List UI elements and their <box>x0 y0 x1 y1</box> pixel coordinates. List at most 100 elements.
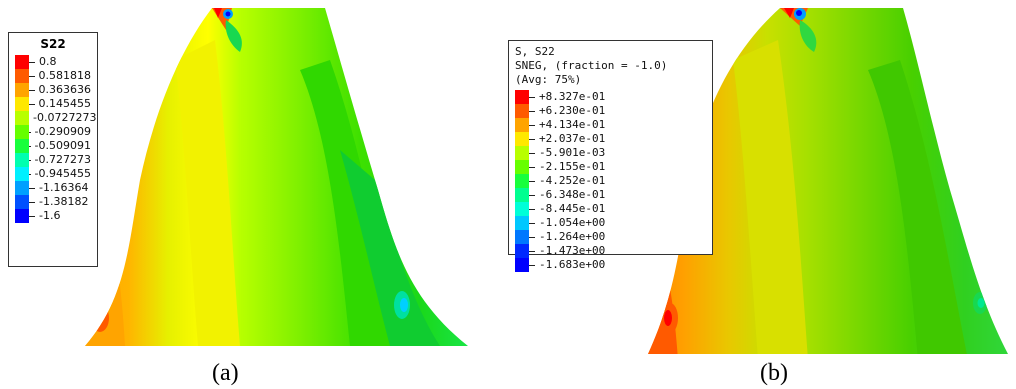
contour-plot-a <box>85 8 468 346</box>
legend-tick <box>529 96 535 98</box>
legend-swatch <box>15 55 29 69</box>
legend-entry: -1.683e+00 <box>515 258 706 272</box>
legend-swatch <box>515 132 529 146</box>
legend-entry: +8.327e-01 <box>515 90 706 104</box>
legend-tick <box>29 187 35 189</box>
legend-value: 0.363636 <box>38 83 92 96</box>
legend-swatch <box>15 83 29 97</box>
legend-value: -8.445e-01 <box>539 202 606 215</box>
legend-entry: -1.054e+00 <box>515 216 706 230</box>
legend-entry: -1.16364 <box>15 181 91 195</box>
legend-tick <box>29 89 35 91</box>
legend-value: -0.290909 <box>34 125 91 138</box>
legend-tick <box>529 194 535 196</box>
caption-b: (b) <box>760 360 788 386</box>
legend-tick <box>529 166 535 168</box>
legend-entry: +4.134e-01 <box>515 118 706 132</box>
legend-entry: -0.290909 <box>15 125 91 139</box>
legend-entry: -1.264e+00 <box>515 230 706 244</box>
legend-value: +8.327e-01 <box>539 90 606 103</box>
legend-value: -2.155e-01 <box>539 160 606 173</box>
legend-swatch <box>515 216 529 230</box>
legend-swatch <box>515 118 529 132</box>
legend-value: 0.8 <box>39 55 57 68</box>
legend-value: -6.348e-01 <box>539 188 606 201</box>
legend-swatch <box>515 202 529 216</box>
legend-swatch <box>515 146 529 160</box>
legend-tick <box>529 152 535 154</box>
legend-tick <box>29 173 31 175</box>
legend-swatch <box>515 230 529 244</box>
legend-swatch <box>15 139 29 153</box>
legend-value: +6.230e-01 <box>539 104 606 117</box>
legend-tick <box>29 131 31 133</box>
legend-tick <box>29 215 35 217</box>
legend-tick <box>529 236 535 238</box>
panel-a: S22 0.8 0.581818 0.363636 0.145455 -0.072727… <box>8 8 468 386</box>
legend-swatch <box>15 69 29 83</box>
legend-entry: +6.230e-01 <box>515 104 706 118</box>
legend-entry: -0.727273 <box>15 153 91 167</box>
legend-entry: +2.037e-01 <box>515 132 706 146</box>
legend-value: +4.134e-01 <box>539 118 606 131</box>
legend-value: -1.683e+00 <box>539 258 606 271</box>
legend-tick <box>529 124 535 126</box>
legend-swatch <box>15 153 29 167</box>
legend-value: -0.727273 <box>34 153 91 166</box>
legend-swatch <box>15 111 29 125</box>
legend-tick <box>29 103 35 105</box>
legend-entry: -5.901e-03 <box>515 146 706 160</box>
legend-entry: -0.509091 <box>15 139 91 153</box>
legend-value: -1.6 <box>39 209 61 222</box>
legend-swatch <box>15 125 29 139</box>
legend-swatch <box>515 90 529 104</box>
legend-value: 0.581818 <box>38 69 92 82</box>
legend-header-line-3: (Avg: 75%) <box>515 73 582 86</box>
legend-rows: 0.8 0.581818 0.363636 0.145455 -0.0727273 -0.… <box>15 55 96 223</box>
legend-value: -4.252e-01 <box>539 174 606 187</box>
legend-entry: -2.155e-01 <box>515 160 706 174</box>
legend-tick <box>29 61 35 63</box>
legend-tick <box>529 222 535 224</box>
legend-b: S, S22 SNEG, (fraction = -1.0) (Avg: 75%… <box>508 40 713 272</box>
legend-entry: -0.0727273 <box>15 111 96 125</box>
legend-swatch <box>515 188 529 202</box>
legend-value: -1.38182 <box>39 195 89 208</box>
panel-b: S, S22 SNEG, (fraction = -1.0) (Avg: 75%… <box>508 0 1016 389</box>
legend-swatch <box>15 195 29 209</box>
legend-value: -0.509091 <box>34 139 91 152</box>
legend-entry: -1.6 <box>15 209 91 223</box>
legend-tick <box>529 250 535 252</box>
legend-value: -1.473e+00 <box>539 244 606 257</box>
legend-rows: +8.327e-01 +6.230e-01 +4.134e-01 +2.037e-01… <box>515 90 706 272</box>
legend-header-line-2: SNEG, (fraction = -1.0) <box>515 59 668 72</box>
legend-header-line-1: S, S22 <box>515 45 555 58</box>
legend-entry: 0.363636 <box>15 83 91 97</box>
legend-entry: -1.38182 <box>15 195 91 209</box>
legend-value: -1.054e+00 <box>539 216 606 229</box>
legend-entry: -1.473e+00 <box>515 244 706 258</box>
legend-value: -1.264e+00 <box>539 230 606 243</box>
legend-tick <box>529 110 535 112</box>
legend-swatch <box>15 209 29 223</box>
legend-entry: 0.8 <box>15 55 91 69</box>
legend-title: S22 <box>40 37 66 51</box>
legend-swatch <box>15 181 29 195</box>
legend-entry: -6.348e-01 <box>515 188 706 202</box>
legend-entry: -4.252e-01 <box>515 174 706 188</box>
caption-a: (a) <box>212 360 239 386</box>
legend-value: +2.037e-01 <box>539 132 606 145</box>
legend-swatch <box>15 167 29 181</box>
legend-swatch <box>515 244 529 258</box>
legend-value: -1.16364 <box>39 181 89 194</box>
legend-entry: 0.581818 <box>15 69 91 83</box>
legend-swatch <box>515 160 529 174</box>
legend-entry: -8.445e-01 <box>515 202 706 216</box>
legend-a: S22 0.8 0.581818 0.363636 0.145455 -0.072727… <box>8 32 98 267</box>
legend-entry: 0.145455 <box>15 97 91 111</box>
legend-value: -0.0727273 <box>33 111 97 124</box>
legend-tick <box>29 75 35 77</box>
legend-tick <box>29 145 31 147</box>
legend-entry: -0.945455 <box>15 167 91 181</box>
legend-tick <box>29 201 35 203</box>
